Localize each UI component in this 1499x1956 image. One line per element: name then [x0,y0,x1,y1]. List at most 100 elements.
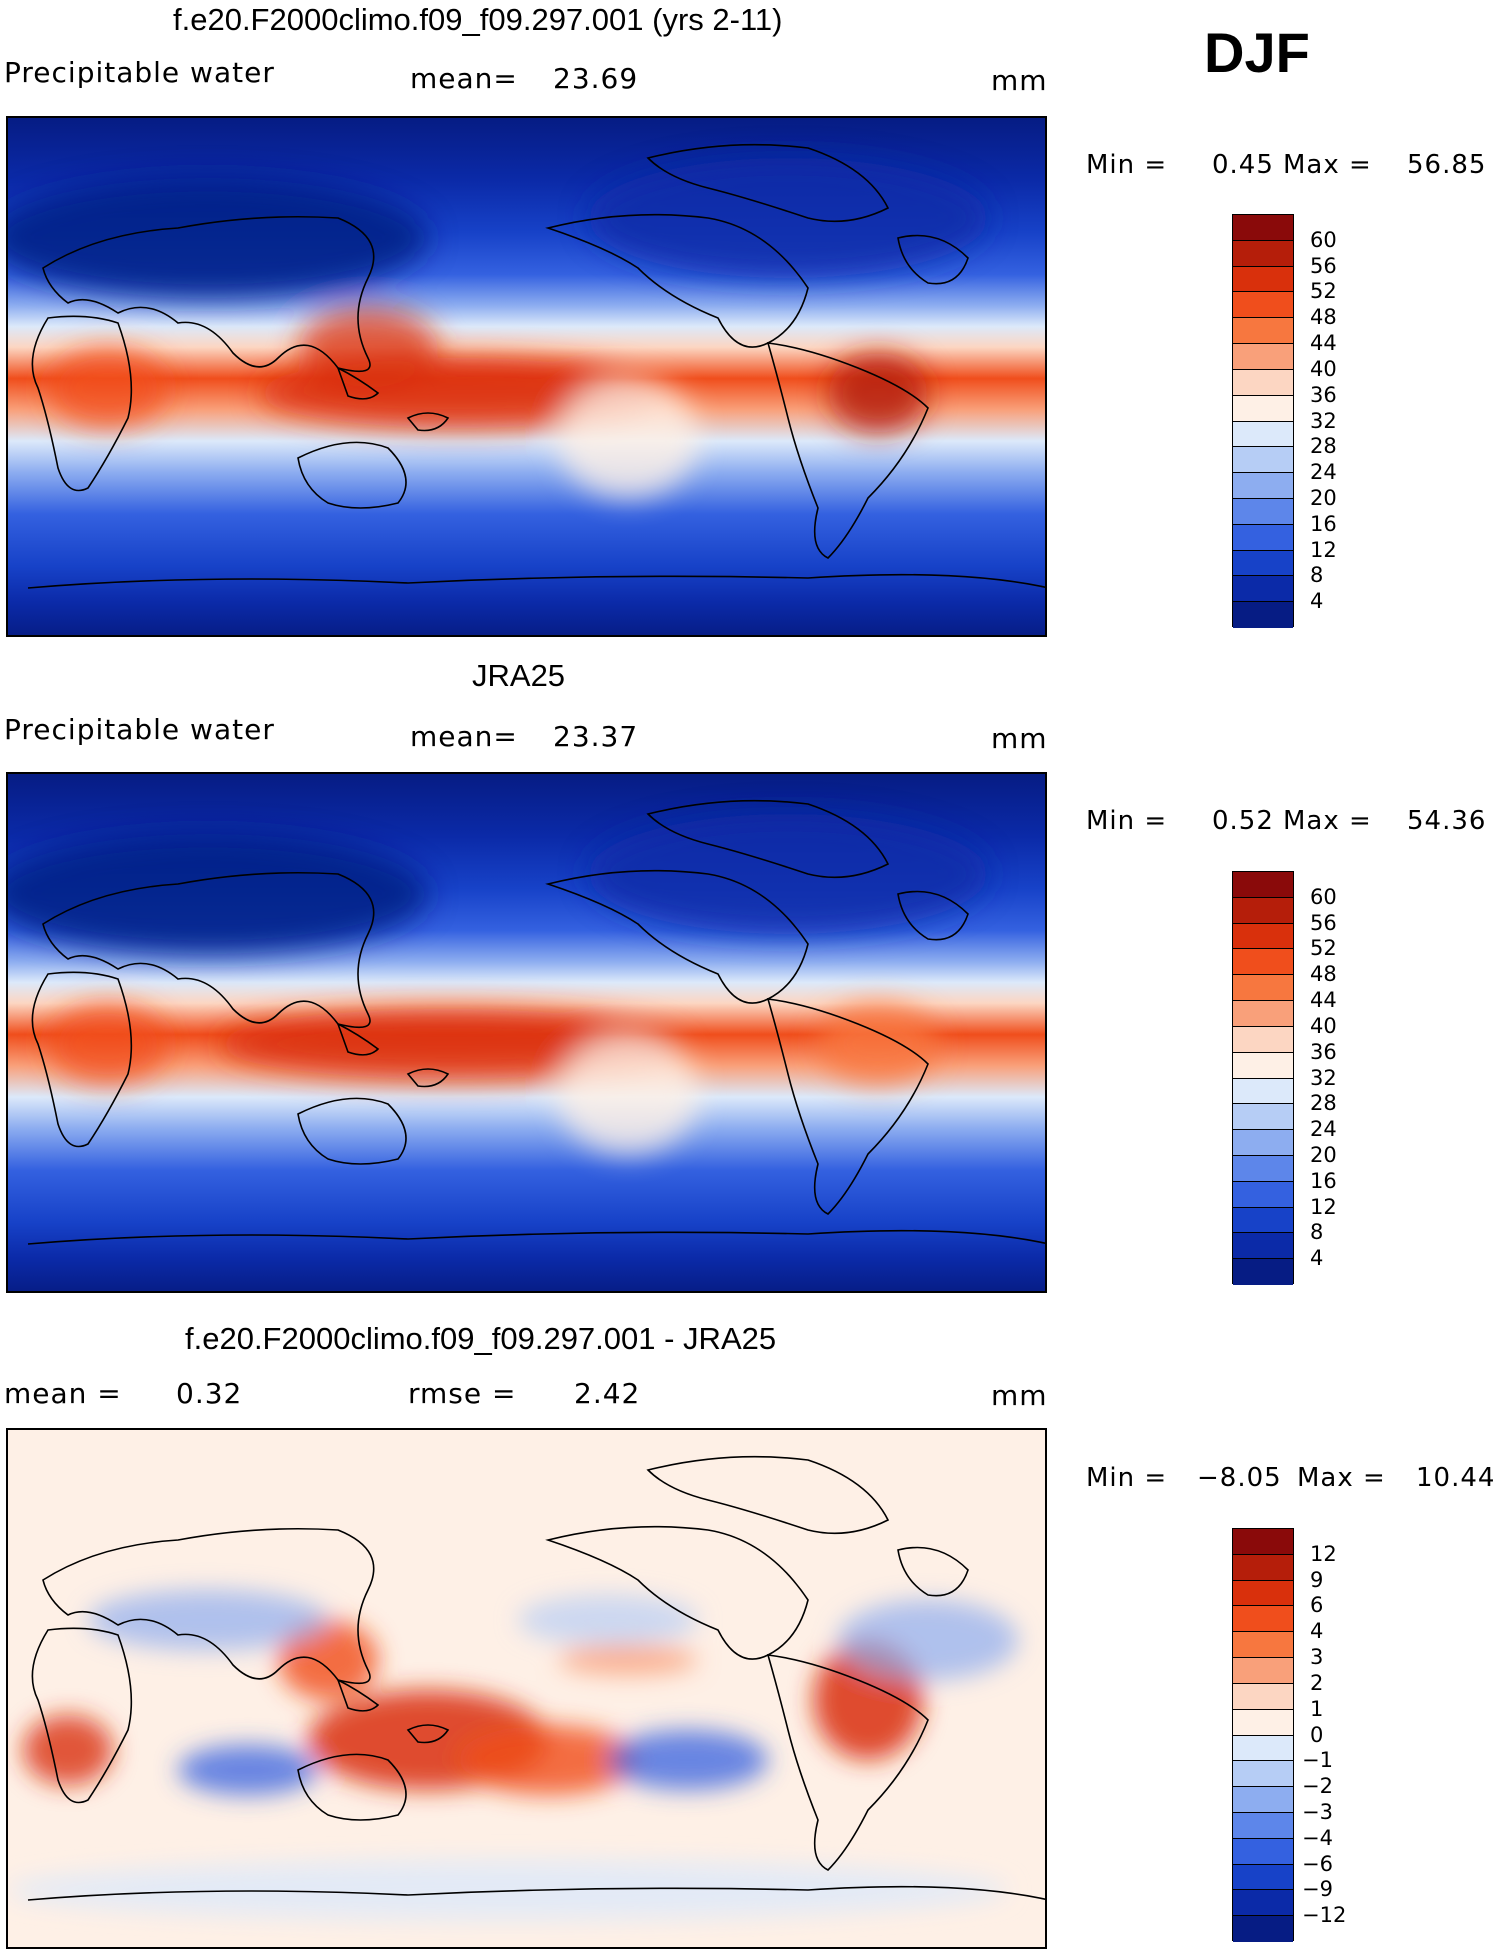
colorbar-swatch [1233,447,1293,474]
panel-3-units: mm [991,1379,1048,1412]
panel-2-max-value: 54.36 [1407,806,1487,836]
panel-1-min-label: Min = [1086,150,1168,180]
colorbar-swatch [1233,1735,1293,1762]
colorbar-swatch [1233,1104,1293,1131]
colorbar-tick-label: 32 [1310,1065,1337,1090]
panel-3-rmse-value: 2.42 [574,1377,641,1410]
colorbar-tick-label: 1 [1310,1696,1324,1721]
colorbar-tick-label: 9 [1310,1567,1324,1592]
colorbar-tick-label: 20 [1310,1142,1337,1167]
panel-1-max-value: 56.85 [1407,150,1487,180]
colorbar-swatch [1233,1259,1293,1285]
colorbar-swatch [1233,872,1293,898]
colorbar-swatch [1233,1052,1293,1079]
coastlines [27,143,1045,589]
coastlines [27,1455,1045,1901]
colorbar-swatch [1233,1130,1293,1156]
panel-1-title: f.e20.F2000climo.f09_f09.297.001 (yrs 2-… [173,2,783,37]
colorbar-tick-label: 56 [1310,910,1337,935]
colorbar-swatch [1233,1529,1293,1555]
colorbar-tick-label: 2 [1310,1670,1324,1695]
coastlines [27,799,1045,1245]
panel-2-mean-value: 23.37 [553,720,639,753]
panel-1-variable-label: Precipitable water [4,56,275,89]
colorbar-tick-label: 52 [1310,279,1337,304]
colorbar-swatch [1233,1709,1293,1736]
colorbar-swatch [1233,1658,1293,1684]
colorbar-tick-label: 12 [1310,537,1337,562]
colorbar-swatch [1233,1683,1293,1710]
colorbar-tick-label: 4 [1310,589,1324,614]
colorbar-tick-label: 0 [1310,1722,1324,1747]
colorbar-tick-label: 24 [1310,1117,1337,1142]
colorbar-tick-label: 3 [1310,1645,1324,1670]
panel-1-max-label: Max = [1283,150,1372,180]
colorbar-swatch [1233,576,1293,603]
colorbar-swatch [1233,1207,1293,1234]
colorbar-tick-label: 44 [1310,331,1337,356]
colorbar-swatch [1233,1632,1293,1659]
colorbar-tick-label: 12 [1310,1541,1337,1566]
panel-2-min-label: Min = [1086,806,1168,836]
precipitable-water-reanalysis-map [8,774,1045,1291]
colorbar-tick-label: 48 [1310,305,1337,330]
colorbar-tick-label: 48 [1310,962,1337,987]
season-label: DJF [1204,21,1310,84]
colorbar-swatch [1233,1606,1293,1633]
colorbar-swatch [1233,369,1293,396]
colorbar-swatch [1233,1838,1293,1865]
colorbar-tick-label: 4 [1310,1246,1324,1271]
colorbar-swatch [1233,421,1293,448]
panel-3-min-value: −8.05 [1197,1463,1282,1493]
colorbar-swatch [1233,318,1293,345]
colorbar-swatch [1233,1761,1293,1788]
precipitable-water-model-map [8,118,1045,635]
panel-2-colorbar [1232,871,1294,1285]
colorbar-swatch [1233,1916,1293,1942]
colorbar-tick-label: −9 [1302,1877,1333,1902]
colorbar-swatch [1233,602,1293,628]
colorbar-tick-label: 32 [1310,408,1337,433]
colorbar-tick-label: 28 [1310,1091,1337,1116]
colorbar-tick-label: 36 [1310,382,1337,407]
colorbar-tick-label: 8 [1310,1220,1324,1245]
colorbar-swatch [1233,1155,1293,1182]
colorbar-swatch [1233,215,1293,241]
colorbar-swatch [1233,266,1293,293]
colorbar-swatch [1233,240,1293,267]
difference-map [8,1430,1045,1947]
panel-1-colorbar [1232,214,1294,628]
colorbar-tick-label: 8 [1310,563,1324,588]
colorbar-swatch [1233,1864,1293,1891]
panel-2-min-value: 0.52 [1212,806,1274,836]
panel-3-map [6,1428,1047,1949]
colorbar-tick-label: −12 [1302,1903,1347,1928]
colorbar-tick-label: 16 [1310,1168,1337,1193]
colorbar-swatch [1233,1026,1293,1053]
colorbar-tick-label: 52 [1310,936,1337,961]
colorbar-swatch [1233,897,1293,924]
panel-2-map [6,772,1047,1293]
colorbar-tick-label: 60 [1310,884,1337,909]
colorbar-swatch [1233,1580,1293,1607]
colorbar-tick-label: 56 [1310,253,1337,278]
colorbar-tick-label: 20 [1310,485,1337,510]
colorbar-swatch [1233,292,1293,319]
panel-3-mean-label: mean = [4,1377,122,1410]
panel-3-colorbar [1232,1528,1294,1942]
panel-3-min-label: Min = [1086,1463,1168,1493]
colorbar-tick-label: 40 [1310,1013,1337,1038]
panel-1-map [6,116,1047,637]
colorbar-swatch [1233,1181,1293,1208]
colorbar-swatch [1233,498,1293,525]
colorbar-swatch [1233,975,1293,1002]
colorbar-tick-label: 28 [1310,434,1337,459]
colorbar-tick-label: 40 [1310,356,1337,381]
colorbar-swatch [1233,949,1293,976]
colorbar-swatch [1233,524,1293,551]
colorbar-tick-label: 12 [1310,1194,1337,1219]
panel-1-mean-label: mean= [410,62,518,95]
panel-3-rmse-label: rmse = [408,1377,517,1410]
colorbar-swatch [1233,923,1293,950]
colorbar-tick-label: 60 [1310,227,1337,252]
